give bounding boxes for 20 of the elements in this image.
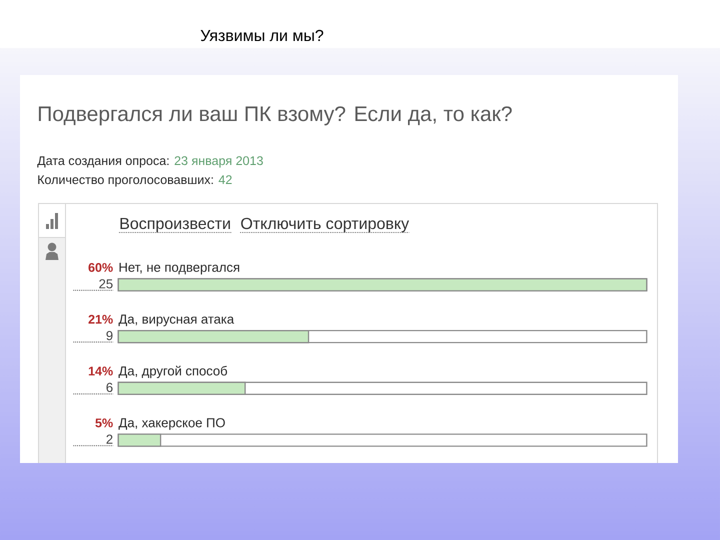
text: Воспроизвести — [120, 218, 230, 232]
data-label: 9 — [106, 331, 112, 340]
y-tick-label: Да, хакерское ПО — [118, 418, 225, 430]
y-tick-label: Нет, не подвергался — [120, 262, 240, 274]
chart-subtitle: Подвергался ли ваш ПК взому? Если да, то как? — [38, 106, 512, 126]
text: 5% — [95, 418, 113, 428]
data-label: 2 — [106, 434, 112, 444]
y-tick-label: Да, вирусная атака — [118, 314, 234, 326]
data-label: 6 — [106, 382, 113, 392]
text: 21% — [88, 314, 113, 324]
data-label: 25 — [99, 279, 113, 288]
text: Количество проголосовавших: — [38, 175, 213, 187]
text: Дата создания опроса: — [37, 156, 169, 168]
text: 14% — [88, 366, 113, 376]
y-tick-label: Да, другой способ — [118, 366, 228, 378]
text: Отключить сортировку — [241, 218, 410, 232]
text: 60% — [88, 263, 113, 272]
text: 23 января 2013 — [174, 156, 263, 168]
text: 42 — [218, 175, 232, 184]
chart-title: Уязвимы ли мы? — [200, 30, 324, 42]
